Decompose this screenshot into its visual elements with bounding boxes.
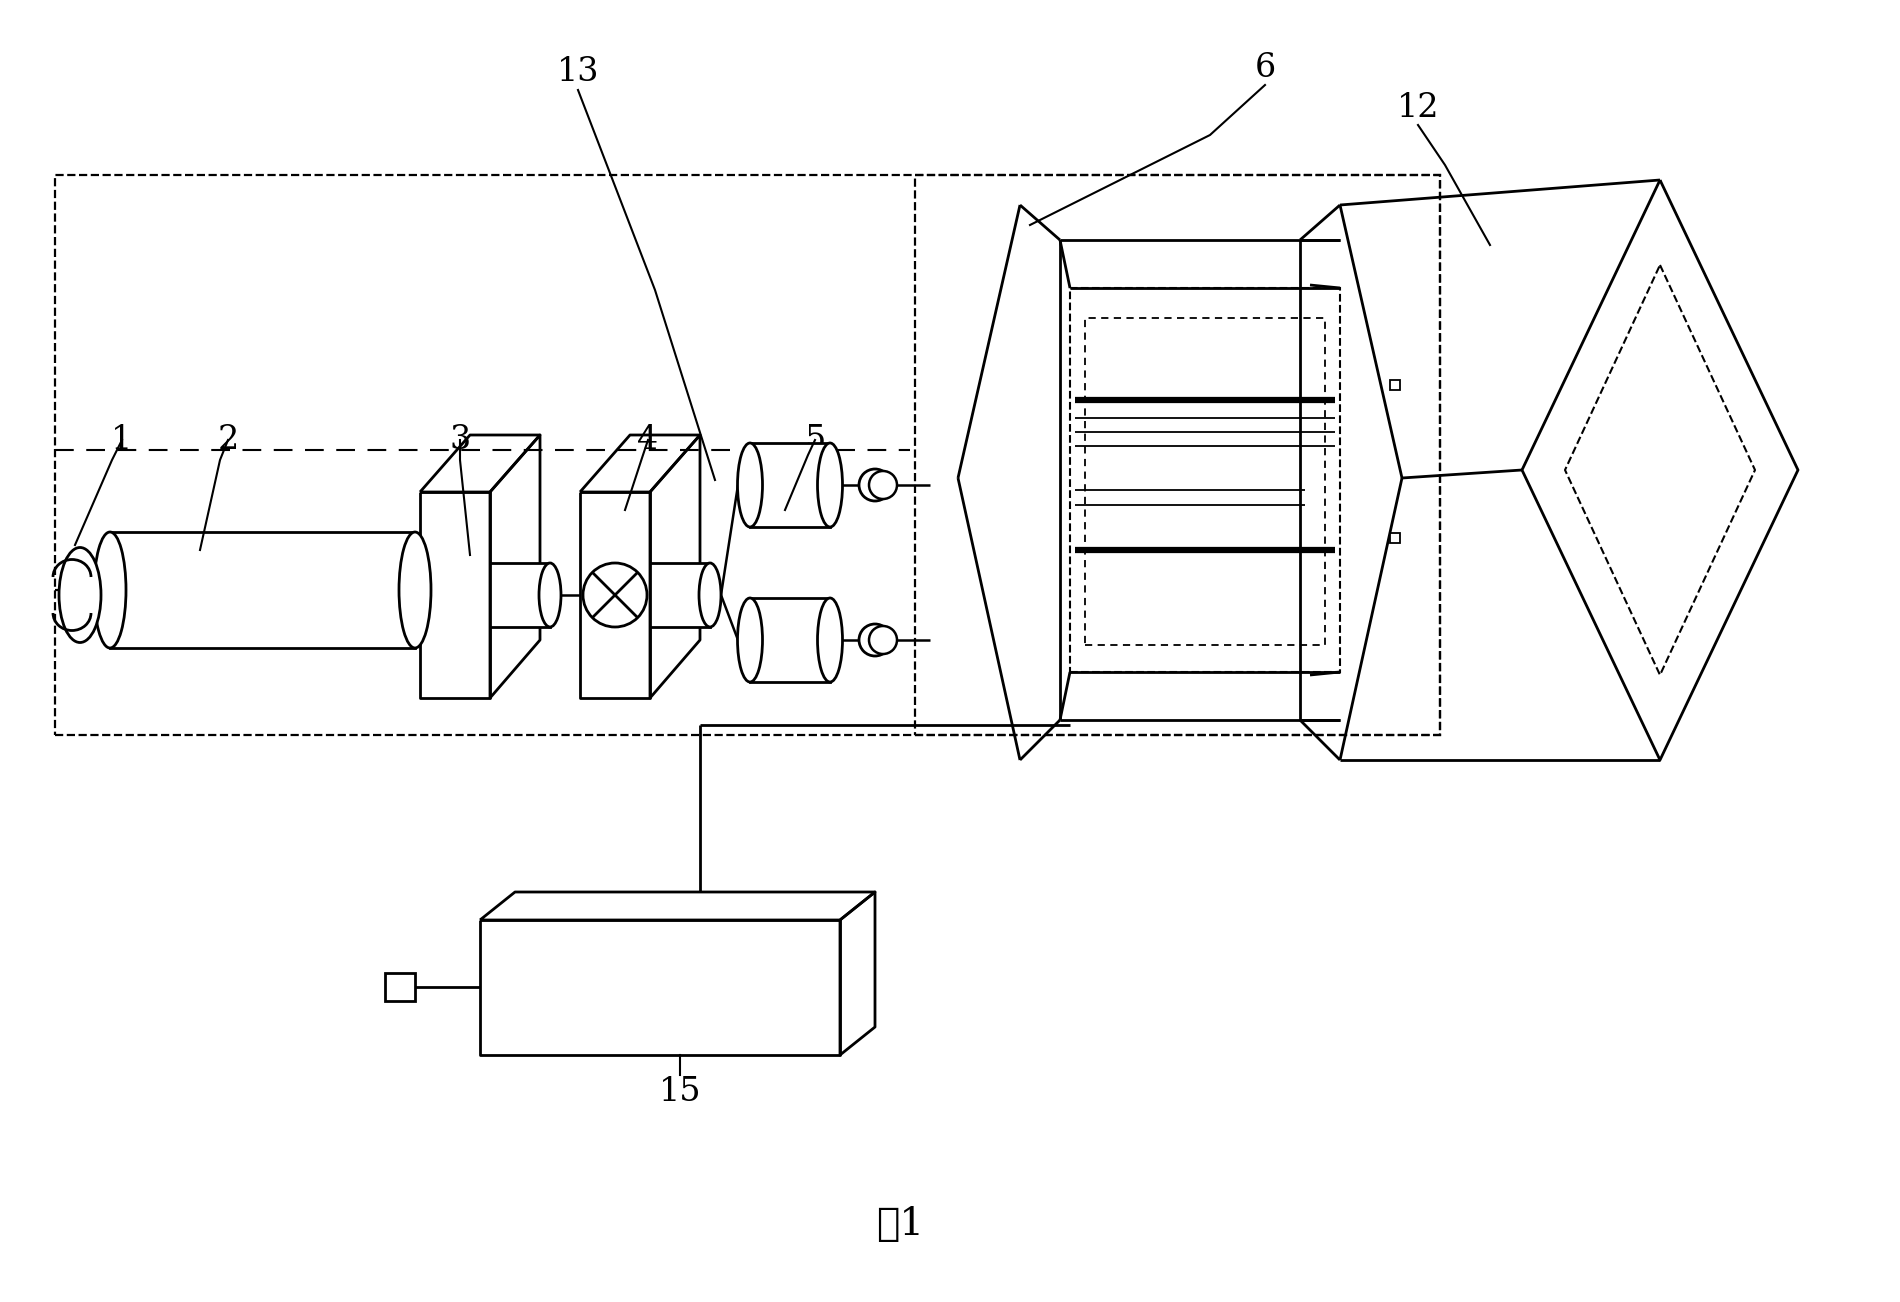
Ellipse shape (817, 443, 842, 527)
Text: 6: 6 (1254, 52, 1275, 85)
Bar (55, 174, 1440, 736)
Bar (1070, 288, 1339, 672)
Bar (1085, 318, 1324, 644)
Text: 12: 12 (1396, 92, 1440, 124)
Bar (490, 562, 549, 628)
Bar (110, 533, 414, 648)
Circle shape (868, 626, 897, 654)
Bar (916, 174, 1440, 736)
Text: 图1: 图1 (876, 1207, 923, 1243)
Bar (750, 598, 830, 682)
Text: 4: 4 (636, 424, 659, 456)
Bar (650, 562, 711, 628)
Circle shape (868, 471, 897, 499)
Bar (386, 973, 414, 1001)
Text: 1: 1 (112, 424, 133, 456)
Ellipse shape (737, 443, 762, 527)
Text: 5: 5 (804, 424, 826, 456)
Text: 3: 3 (450, 424, 471, 456)
Ellipse shape (59, 548, 101, 642)
Ellipse shape (699, 562, 720, 628)
Circle shape (859, 624, 891, 656)
Ellipse shape (399, 533, 431, 648)
Ellipse shape (817, 598, 842, 682)
Text: 2: 2 (217, 424, 239, 456)
Text: 15: 15 (659, 1075, 701, 1108)
Bar (1391, 380, 1400, 391)
Bar (750, 443, 830, 527)
Circle shape (859, 469, 891, 501)
Bar (1391, 533, 1400, 543)
Ellipse shape (737, 598, 762, 682)
Ellipse shape (93, 533, 125, 648)
Text: 13: 13 (557, 56, 598, 89)
Ellipse shape (540, 562, 560, 628)
Circle shape (583, 562, 648, 628)
